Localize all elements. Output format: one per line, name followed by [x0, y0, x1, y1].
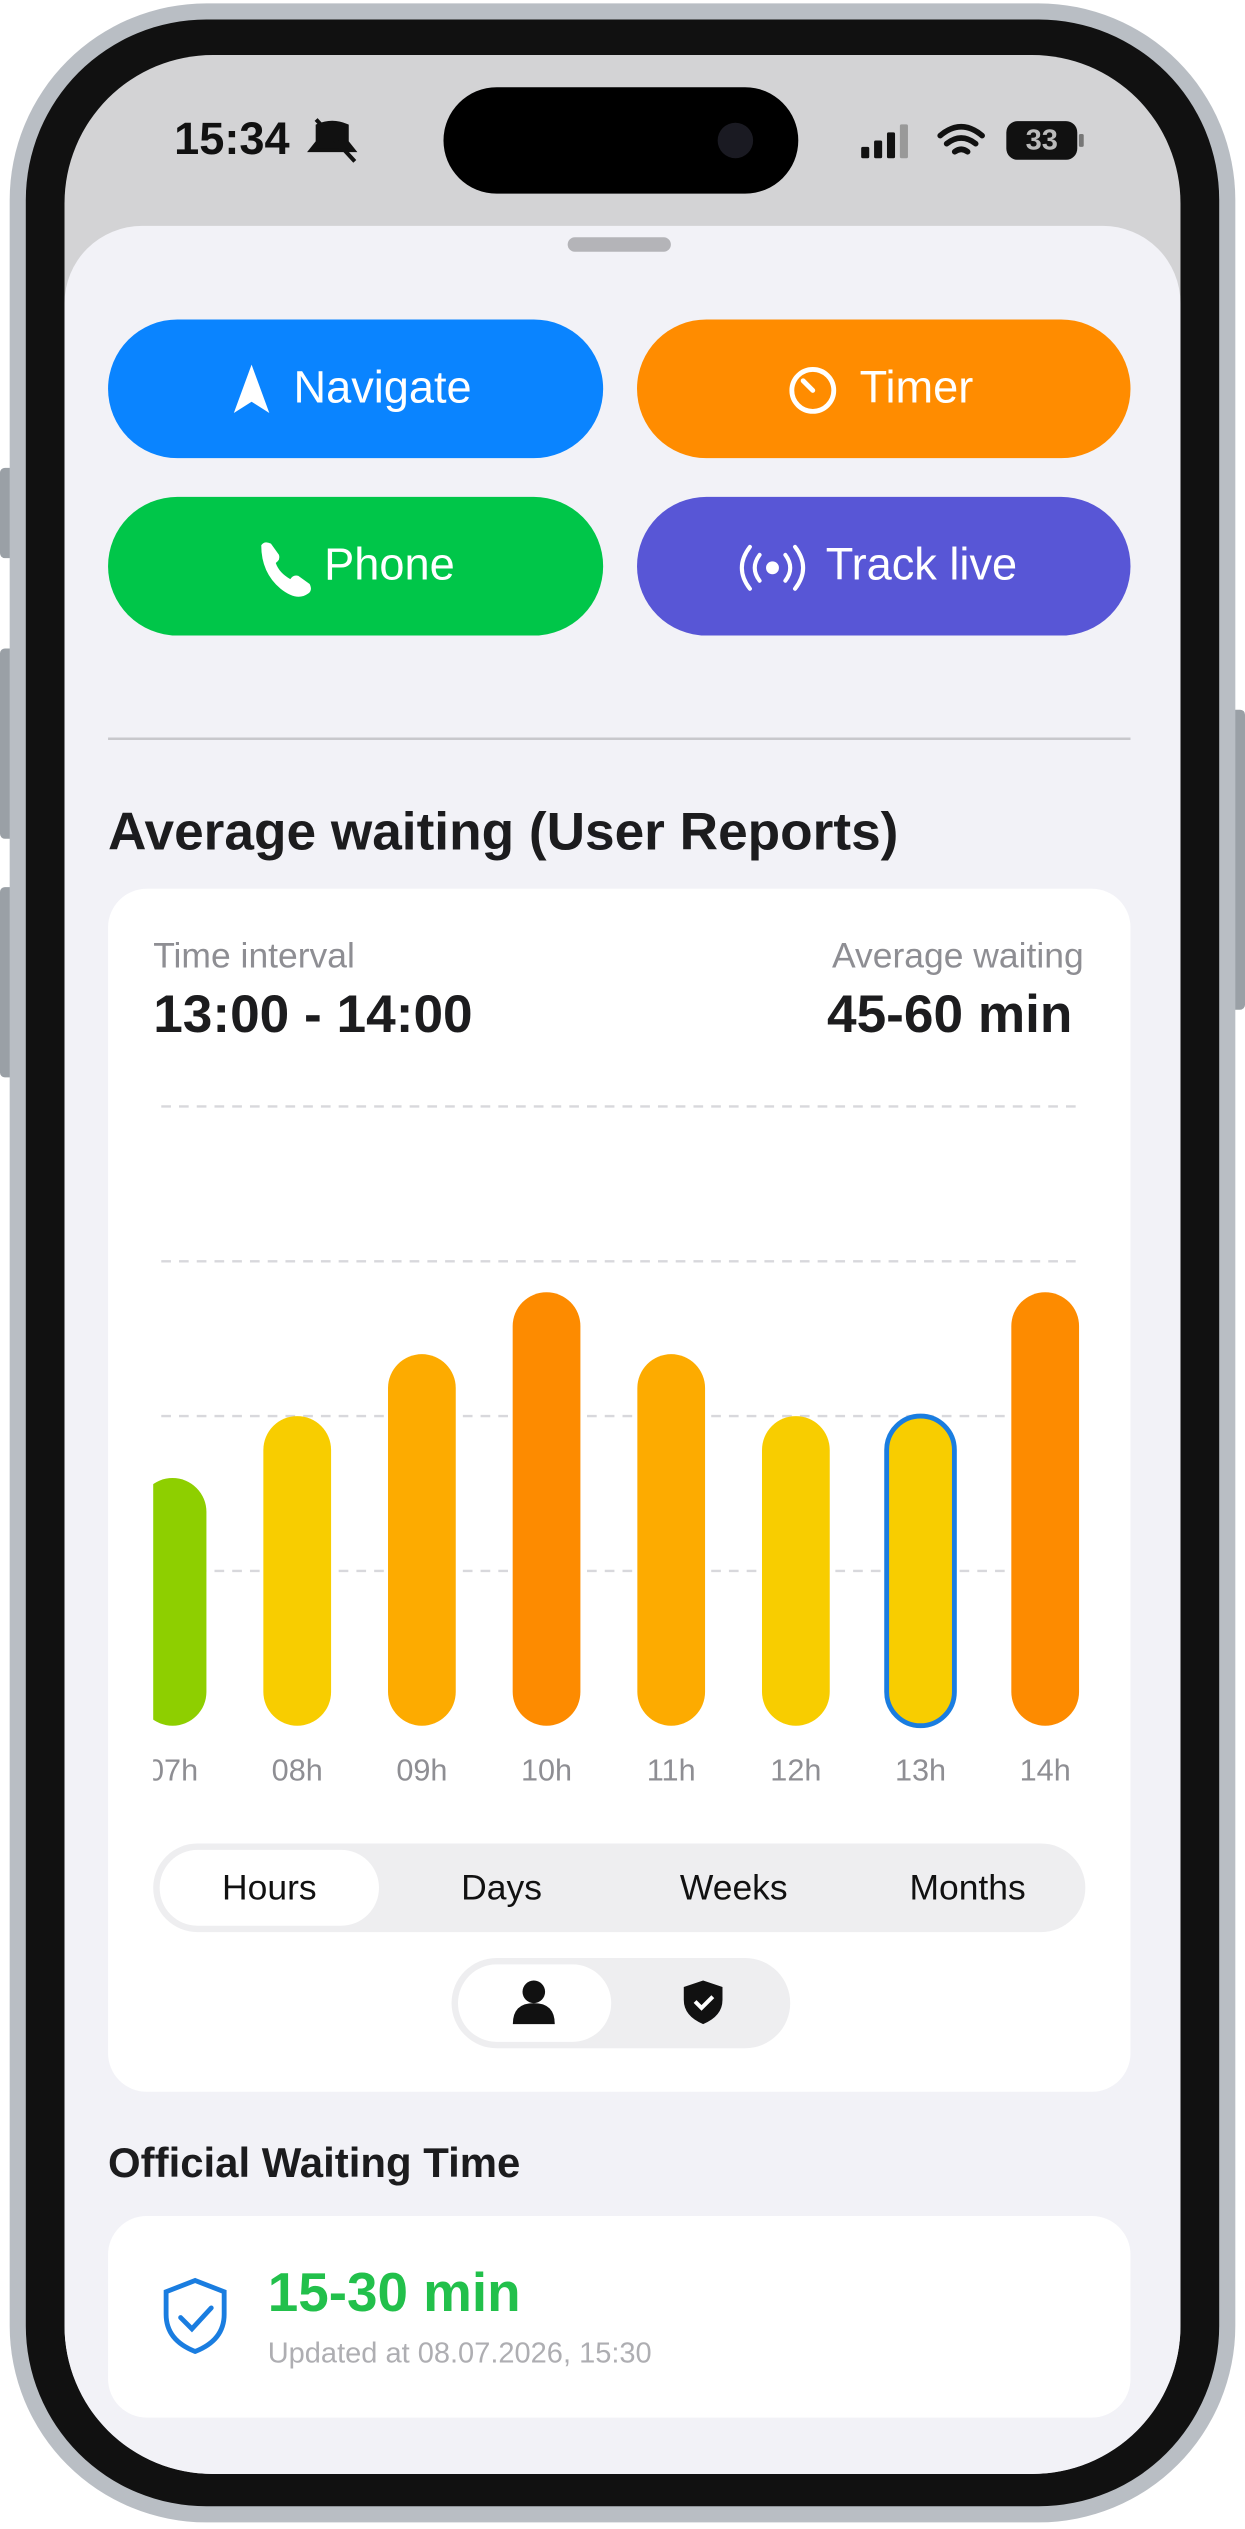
navigate-button[interactable]: Navigate — [108, 319, 604, 459]
segment[interactable]: Months — [909, 1868, 1025, 1908]
chart-card — [108, 888, 1131, 2092]
segment[interactable]: Days — [461, 1868, 542, 1908]
battery-level: 33 — [1026, 125, 1058, 157]
track-live-button[interactable]: Track live — [637, 496, 1131, 636]
x-tick-label: 08h — [272, 1754, 323, 1788]
dynamic-island — [443, 87, 799, 194]
bar[interactable] — [388, 1354, 456, 1726]
wifi-icon — [937, 123, 985, 155]
x-tick-label: 09h — [396, 1754, 447, 1788]
button-label: Navigate — [294, 361, 472, 412]
bar[interactable] — [1011, 1292, 1080, 1726]
average-value: 45-60 min — [827, 985, 1072, 1044]
button-label: Timer — [860, 361, 974, 412]
official-updated: Updated at 08.07.2026, 15:30 — [268, 2337, 652, 2369]
x-tick-label: 11h — [647, 1754, 696, 1788]
section-title: Average waiting (User Reports) — [108, 803, 898, 862]
official-card — [108, 2215, 1131, 2418]
segment[interactable]: Weeks — [680, 1868, 788, 1908]
x-tick-label: 12h — [770, 1754, 821, 1788]
button-label: Phone — [324, 539, 455, 590]
bar[interactable] — [761, 1416, 830, 1726]
camera — [717, 122, 754, 159]
bar[interactable] — [512, 1292, 581, 1726]
status-time: 15:34 — [174, 113, 289, 164]
x-tick-label: 07h — [147, 1754, 198, 1788]
bars — [139, 1292, 1080, 1729]
battery-tip — [1078, 134, 1084, 147]
sheet-grabber[interactable] — [567, 237, 671, 252]
battery — [1006, 121, 1078, 160]
x-labels: 07h 08h 09h 10h 11h 12h 13h 14h — [147, 1754, 1071, 1788]
toggle-selected[interactable] — [458, 1964, 612, 2042]
signal-icon — [861, 124, 908, 159]
x-tick-label: 13h — [895, 1754, 946, 1788]
phone-button[interactable]: Phone — [108, 496, 604, 636]
x-tick-label: 10h — [521, 1754, 572, 1788]
timer-button[interactable]: Timer — [637, 319, 1131, 459]
mute-icon — [307, 118, 358, 163]
shield-icon — [163, 2277, 227, 2355]
shield-toggle-icon[interactable] — [683, 1980, 723, 2025]
interval-label: Time interval — [153, 935, 355, 975]
segmented-control — [153, 1843, 1086, 1933]
button-label: Track live — [826, 539, 1017, 590]
segment[interactable]: Hours — [222, 1868, 317, 1908]
official-value: 15-30 min — [268, 2261, 521, 2323]
official-title: Official Waiting Time — [108, 2139, 520, 2186]
bar[interactable] — [884, 1413, 957, 1729]
x-tick-label: 14h — [1020, 1754, 1071, 1788]
user-icon[interactable] — [512, 1980, 555, 2025]
bar[interactable] — [263, 1416, 332, 1726]
average-label: Average waiting — [832, 935, 1084, 975]
bar[interactable] — [637, 1354, 706, 1726]
bar[interactable] — [139, 1478, 207, 1726]
interval-value: 13:00 - 14:00 — [153, 985, 472, 1044]
segment-selected — [159, 1849, 379, 1926]
